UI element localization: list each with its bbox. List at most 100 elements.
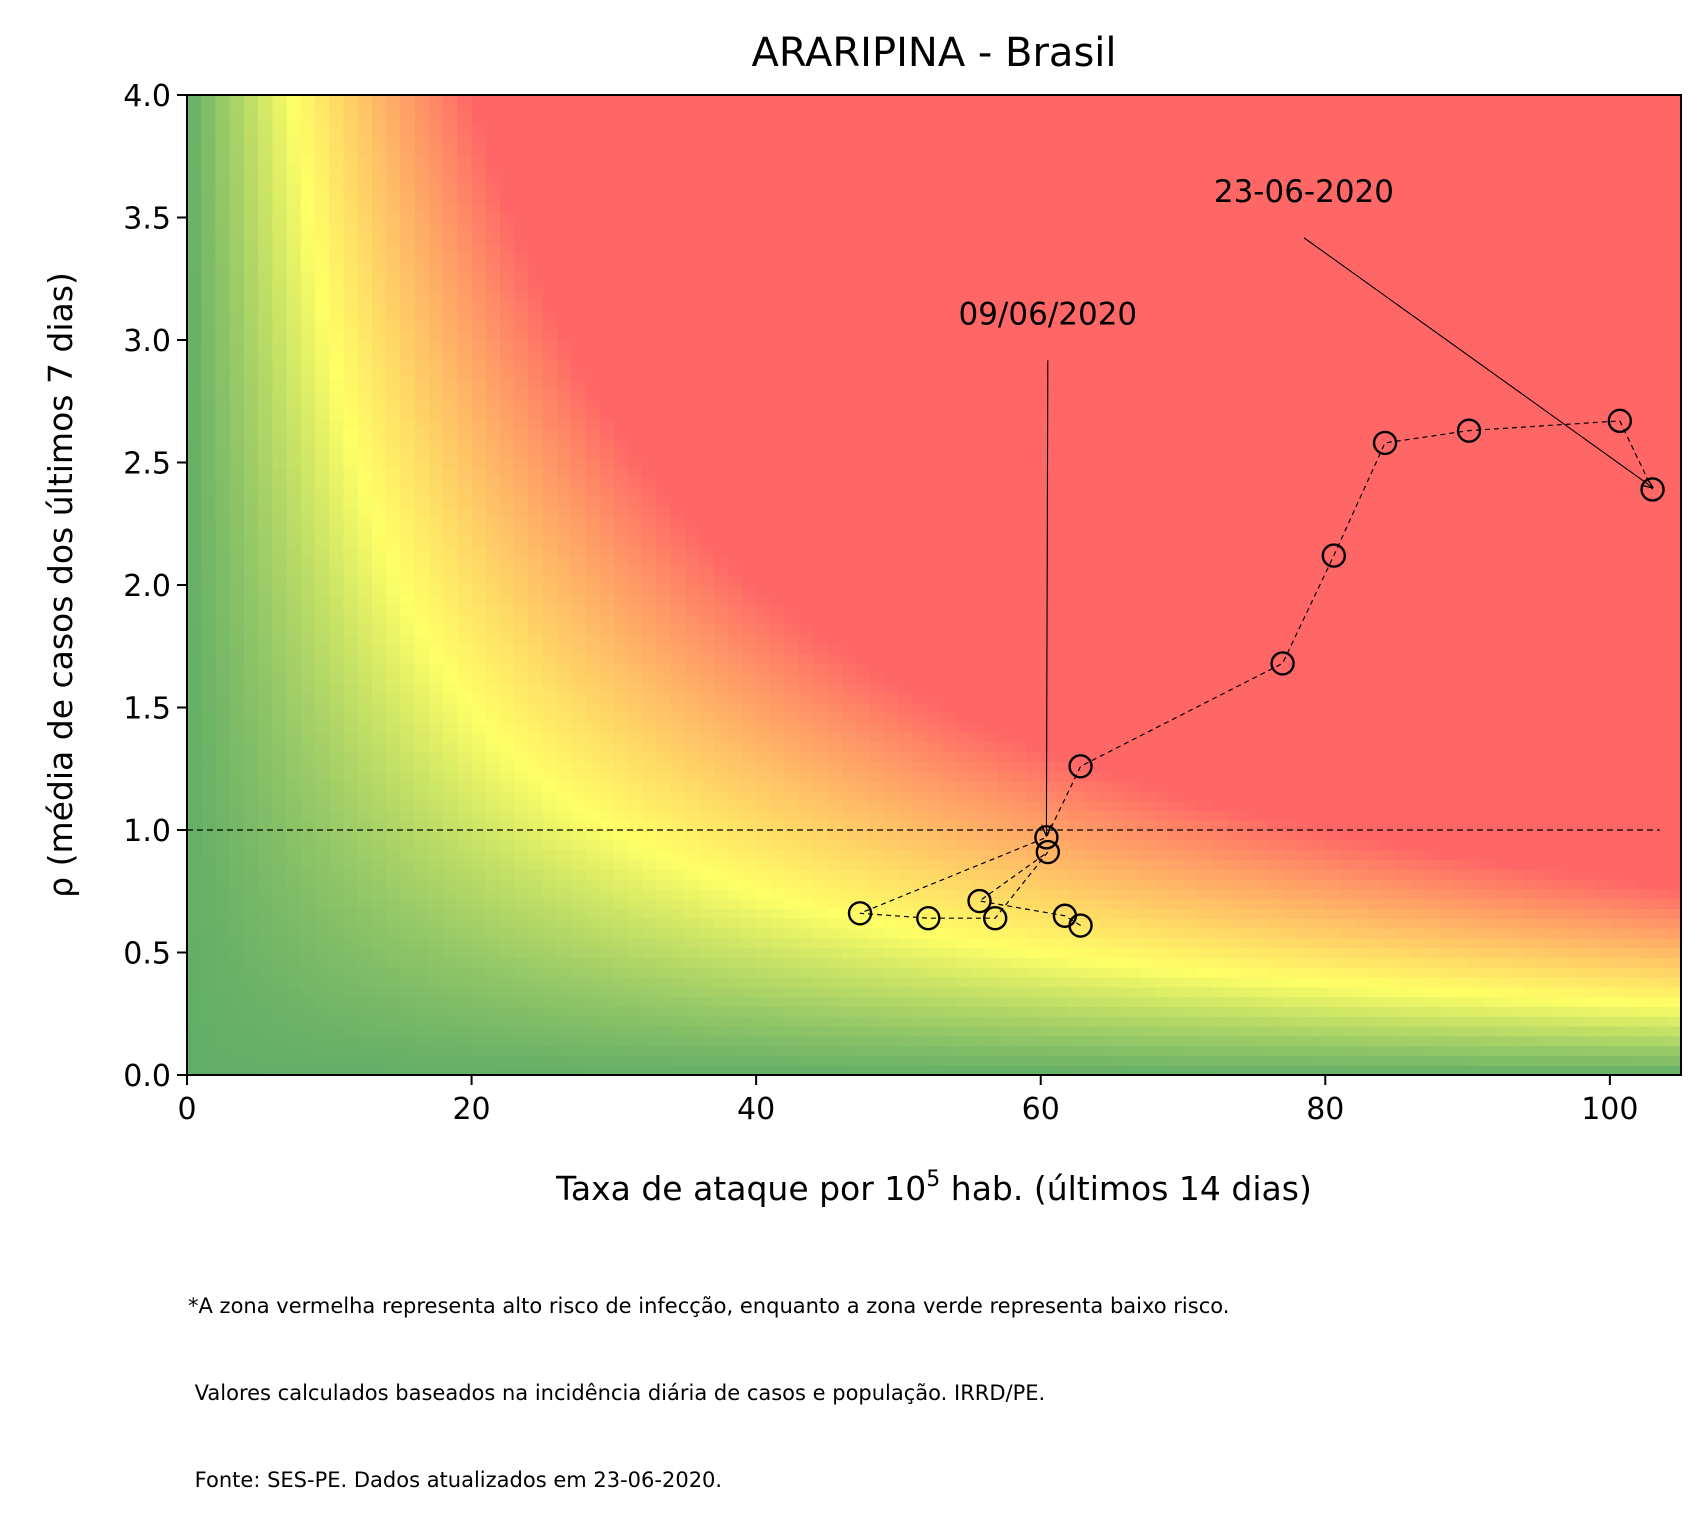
heatmap-cell bbox=[741, 575, 757, 586]
heatmap-cell bbox=[656, 114, 672, 125]
heatmap-cell bbox=[229, 193, 245, 204]
heatmap-cell bbox=[528, 996, 544, 1007]
heatmap-cell bbox=[841, 977, 857, 988]
heatmap-cell bbox=[300, 810, 316, 821]
heatmap-cell bbox=[414, 95, 430, 106]
heatmap-cell bbox=[542, 937, 558, 949]
heatmap-cell bbox=[656, 565, 672, 576]
heatmap-cell bbox=[528, 732, 544, 743]
heatmap-cell bbox=[272, 839, 288, 851]
heatmap-cell bbox=[371, 555, 387, 566]
heatmap-cell bbox=[187, 232, 202, 243]
heatmap-cell bbox=[542, 398, 558, 410]
heatmap-cell bbox=[229, 781, 245, 792]
heatmap-cell bbox=[699, 222, 715, 233]
heatmap-cell bbox=[642, 722, 658, 733]
heatmap-cell bbox=[798, 95, 814, 106]
heatmap-cell bbox=[670, 555, 686, 566]
heatmap-cell bbox=[542, 888, 558, 900]
heatmap-cell bbox=[571, 183, 586, 194]
heatmap-cell bbox=[528, 359, 544, 370]
heatmap-cell bbox=[471, 653, 487, 664]
heatmap-cell bbox=[187, 1035, 202, 1047]
heatmap-cell bbox=[528, 937, 544, 949]
heatmap-cell bbox=[528, 947, 544, 958]
heatmap-cell bbox=[571, 516, 586, 527]
heatmap-cell bbox=[727, 330, 743, 341]
heatmap-cell bbox=[869, 173, 885, 184]
heatmap-cell bbox=[628, 751, 643, 762]
heatmap-cell bbox=[727, 908, 743, 919]
heatmap-cell bbox=[855, 977, 871, 988]
heatmap-cell bbox=[855, 888, 871, 900]
heatmap-cell bbox=[414, 300, 430, 312]
heatmap-cell bbox=[528, 1026, 544, 1037]
heatmap-cell bbox=[798, 349, 814, 361]
heatmap-cell bbox=[428, 1045, 444, 1056]
heatmap-cell bbox=[599, 173, 615, 184]
heatmap-cell bbox=[457, 692, 473, 704]
heatmap-cell bbox=[884, 418, 900, 429]
heatmap-cell bbox=[827, 575, 843, 586]
heatmap-cell bbox=[656, 457, 672, 468]
heatmap-cell bbox=[300, 849, 316, 860]
heatmap-cell bbox=[500, 673, 515, 684]
heatmap-cell bbox=[400, 643, 416, 655]
heatmap-cell bbox=[827, 1065, 843, 1075]
heatmap-cell bbox=[201, 908, 217, 919]
heatmap-cell bbox=[670, 183, 686, 194]
heatmap-cell bbox=[556, 496, 572, 508]
heatmap-cell bbox=[685, 663, 700, 674]
heatmap-cell bbox=[628, 555, 643, 566]
heatmap-cell bbox=[357, 1016, 373, 1027]
heatmap-cell bbox=[685, 428, 700, 439]
heatmap-cell bbox=[229, 1035, 245, 1047]
heatmap-cell bbox=[343, 898, 359, 909]
heatmap-cell bbox=[258, 977, 273, 988]
heatmap-cell bbox=[243, 937, 259, 949]
heatmap-cell bbox=[500, 604, 515, 615]
heatmap-cell bbox=[827, 379, 843, 390]
heatmap-cell bbox=[201, 565, 217, 576]
heatmap-cell bbox=[428, 487, 444, 498]
heatmap-cell bbox=[400, 428, 416, 439]
heatmap-cell bbox=[343, 408, 359, 419]
heatmap-cell bbox=[471, 310, 487, 321]
heatmap-cell bbox=[855, 594, 871, 606]
heatmap-cell bbox=[613, 722, 629, 733]
heatmap-cell bbox=[699, 555, 715, 566]
heatmap-cell bbox=[869, 134, 885, 145]
heatmap-cell bbox=[229, 859, 245, 870]
heatmap-cell bbox=[371, 389, 387, 400]
heatmap-cell bbox=[215, 202, 231, 214]
heatmap-cell bbox=[258, 918, 273, 929]
heatmap-cell bbox=[855, 496, 871, 508]
heatmap-cell bbox=[457, 193, 473, 204]
heatmap-cell bbox=[628, 790, 643, 802]
heatmap-cell bbox=[784, 163, 800, 174]
heatmap-cell bbox=[628, 487, 643, 498]
heatmap-cell bbox=[613, 271, 629, 282]
heatmap-cell bbox=[443, 761, 458, 772]
heatmap-cell bbox=[485, 692, 501, 704]
heatmap-cell bbox=[428, 379, 444, 390]
heatmap-cell bbox=[642, 741, 658, 753]
heatmap-cell bbox=[457, 467, 473, 478]
heatmap-cell bbox=[784, 565, 800, 576]
heatmap-cell bbox=[428, 918, 444, 929]
heatmap-cell bbox=[599, 771, 615, 782]
heatmap-cell bbox=[756, 624, 771, 635]
heatmap-cell bbox=[514, 467, 530, 478]
heatmap-cell bbox=[471, 643, 487, 655]
heatmap-cell bbox=[414, 1055, 430, 1066]
heatmap-cell bbox=[670, 1055, 686, 1066]
heatmap-cell bbox=[542, 457, 558, 468]
heatmap-cell bbox=[300, 996, 316, 1007]
heatmap-cell bbox=[656, 506, 672, 517]
heatmap-cell bbox=[613, 408, 629, 419]
heatmap-cell bbox=[613, 937, 629, 949]
heatmap-cell bbox=[215, 124, 231, 135]
heatmap-cell bbox=[699, 849, 715, 860]
heatmap-cell bbox=[414, 330, 430, 341]
heatmap-cell bbox=[343, 330, 359, 341]
